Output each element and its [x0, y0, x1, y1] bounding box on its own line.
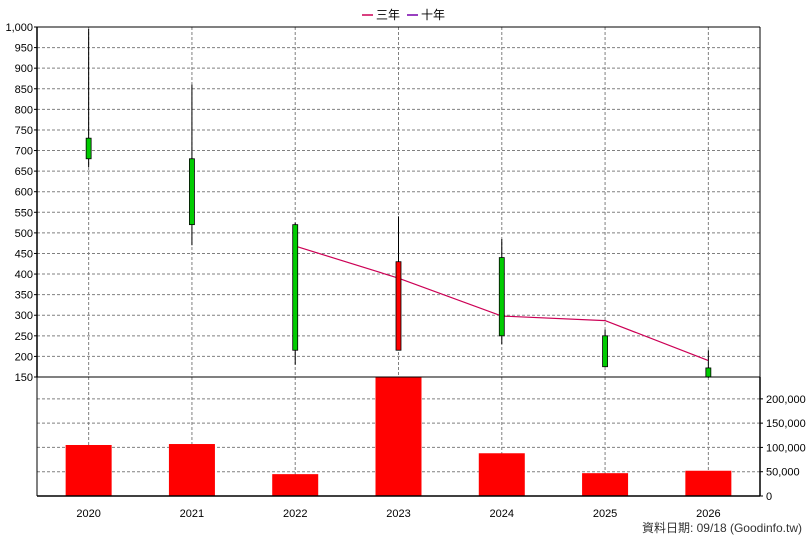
volume-bar [65, 445, 112, 496]
price-tick-label: 500 [15, 228, 33, 240]
candle-up [85, 137, 92, 160]
price-axis-labels: 150 200 250 300 350 400 450 500 550 600 650 700 750 8… [5, 22, 33, 384]
data-date-footer: 資料日期: 09/18 (Goodinfo.tw) [641, 521, 802, 535]
price-tick-label: 400 [15, 269, 33, 281]
volume-bar [478, 453, 525, 496]
volume-tick-label: 100,000 [766, 442, 806, 454]
price-tick-label: 250 [15, 331, 33, 343]
volume-bar [272, 474, 319, 496]
price-tick-label: 750 [15, 125, 33, 137]
x-tick-label: 2021 [180, 508, 204, 520]
volume-tick-label: 50,000 [766, 467, 800, 479]
candle-up [705, 367, 712, 378]
price-tick-label: 350 [15, 290, 33, 302]
price-tick-label: 900 [15, 63, 33, 75]
volume-tick-label: 200,000 [766, 394, 806, 406]
price-tick-label: 200 [15, 351, 33, 363]
candles [85, 29, 712, 378]
volume-tick-label: 150,000 [766, 418, 806, 430]
price-tick-label: 700 [15, 146, 33, 158]
price-tick-label: 950 [15, 43, 33, 55]
x-tick-label: 2020 [76, 508, 100, 520]
candle-up [498, 257, 505, 337]
volume-bar [582, 473, 629, 496]
candle-down [395, 261, 402, 351]
price-tick-label: 800 [15, 104, 33, 116]
x-tick-label: 2024 [490, 508, 514, 520]
legend: 三年 十年 [362, 8, 445, 22]
x-tick-label: 2023 [386, 508, 410, 520]
x-tick-label: 2022 [283, 508, 307, 520]
volume-bars [65, 377, 732, 496]
price-tick-label: 1,000 [5, 22, 33, 34]
price-tick-label: 300 [15, 310, 33, 322]
x-tick-label: 2025 [593, 508, 617, 520]
x-tick-label: 2026 [696, 508, 720, 520]
axes [34, 26, 763, 497]
volume-tick-label: 0 [766, 491, 772, 503]
candle-up [602, 335, 608, 368]
price-tick-label: 650 [15, 166, 33, 178]
price-tick-label: 150 [15, 372, 33, 384]
candle-up [292, 224, 299, 351]
x-axis-labels: 2020 2021 2022 2023 2024 2025 2026 [76, 508, 720, 520]
volume-bar [168, 444, 215, 496]
volume-axis-labels: 0 50,000 100,000 150,000 200,000 [766, 394, 806, 503]
legend-label-ten-year: 十年 [421, 8, 445, 22]
price-tick-label: 850 [15, 84, 33, 96]
volume-bar [685, 470, 732, 496]
price-tick-label: 550 [15, 207, 33, 219]
grid-lines [37, 26, 760, 496]
price-tick-label: 600 [15, 187, 33, 199]
candle-up [189, 158, 195, 226]
volume-bar [375, 377, 422, 496]
legend-label-three-year: 三年 [376, 8, 400, 22]
price-tick-label: 450 [15, 248, 33, 260]
